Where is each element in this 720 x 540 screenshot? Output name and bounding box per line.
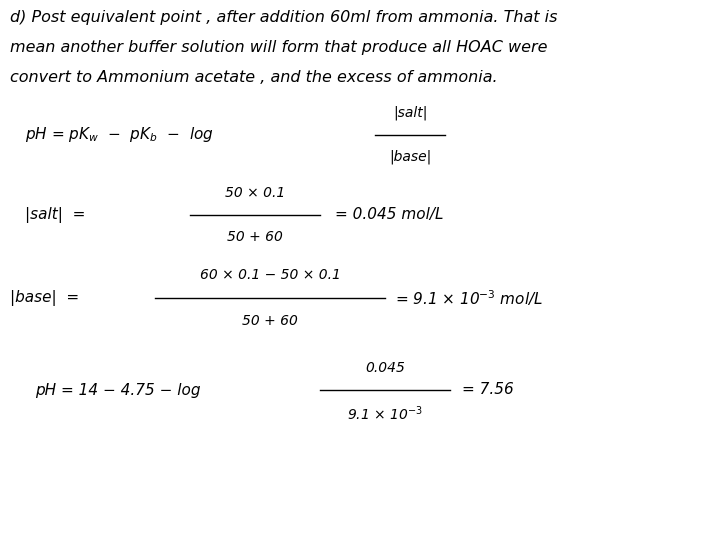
Text: |salt|: |salt| [393, 106, 427, 120]
Text: |base|  =: |base| = [10, 290, 79, 306]
Text: mean another buffer solution will form that produce all HOAC were: mean another buffer solution will form t… [10, 40, 547, 55]
Text: convert to Ammonium acetate , and the excess of ammonia.: convert to Ammonium acetate , and the ex… [10, 70, 498, 85]
Text: 0.045: 0.045 [365, 361, 405, 375]
Text: = 9.1 × 10$^{-3}$ mol/L: = 9.1 × 10$^{-3}$ mol/L [395, 288, 543, 308]
Text: = 0.045 mol/L: = 0.045 mol/L [335, 207, 444, 222]
Text: 50 + 60: 50 + 60 [227, 230, 283, 244]
Text: 50 + 60: 50 + 60 [242, 314, 298, 328]
Text: pH = pK$_w$  $-$  pK$_b$  $-$  log: pH = pK$_w$ $-$ pK$_b$ $-$ log [25, 125, 214, 145]
Text: 60 × 0.1 − 50 × 0.1: 60 × 0.1 − 50 × 0.1 [199, 268, 341, 282]
Text: 9.1 × 10$^{-3}$: 9.1 × 10$^{-3}$ [347, 404, 423, 423]
Text: |salt|  =: |salt| = [25, 207, 86, 223]
Text: |base|: |base| [389, 150, 431, 164]
Text: pH = 14 − 4.75 − log: pH = 14 − 4.75 − log [35, 382, 200, 397]
Text: 50 × 0.1: 50 × 0.1 [225, 186, 285, 200]
Text: d) Post equivalent point , after addition 60ml from ammonia. That is: d) Post equivalent point , after additio… [10, 10, 557, 25]
Text: = 7.56: = 7.56 [462, 382, 514, 397]
